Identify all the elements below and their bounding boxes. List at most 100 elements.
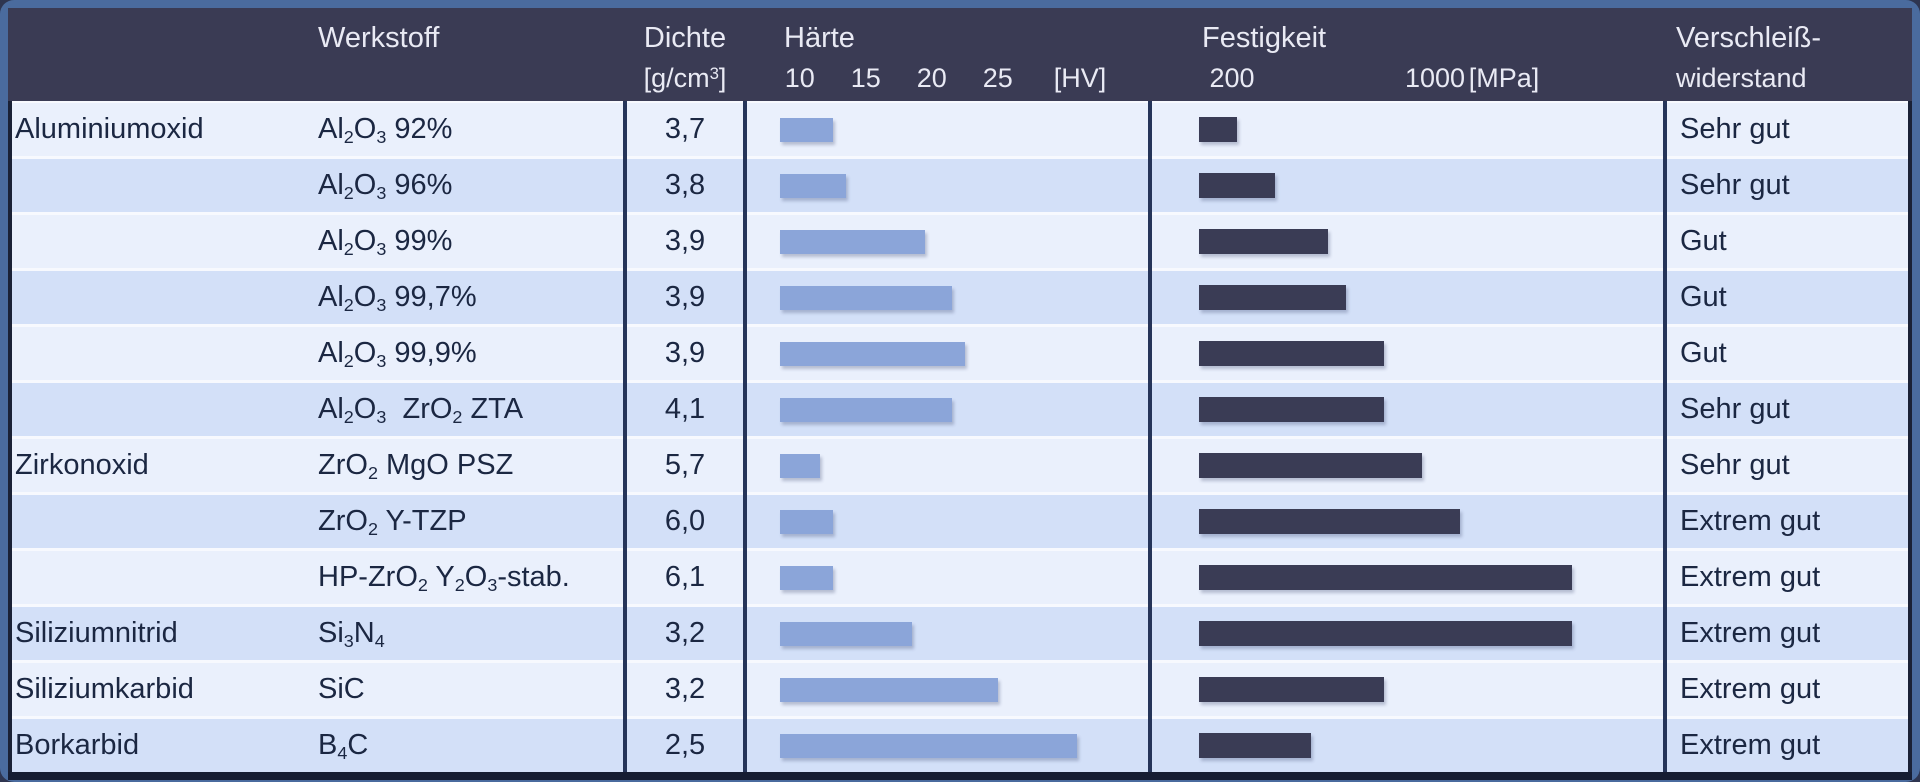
hardness-bar	[780, 117, 833, 142]
hardness-bar	[780, 733, 1077, 758]
material-group-label	[15, 551, 305, 604]
density-value: 5,7	[664, 449, 706, 481]
hardness-bar-track	[780, 271, 1148, 324]
formula-subscript: 2	[454, 575, 465, 596]
formula-text: ZrO	[386, 393, 453, 425]
strength-bar-track	[1199, 719, 1664, 772]
material-group-label	[15, 327, 305, 380]
formula-text: B	[318, 729, 338, 761]
formula-text: 99,9%	[386, 337, 477, 369]
column-divider-werkstoff-dichte	[623, 101, 627, 772]
formula-text: O	[353, 281, 377, 313]
column-header-werkstoff: Werkstoff	[318, 22, 440, 54]
wear-resistance-value: Sehr gut	[1680, 113, 1790, 145]
haerte-tick-label: 25	[982, 63, 1013, 93]
formula-subscript: 4	[337, 743, 348, 764]
strength-bar	[1199, 677, 1384, 702]
formula-text: 92%	[386, 113, 453, 145]
hardness-bar-track	[780, 439, 1148, 492]
formula-subscript: 2	[452, 407, 463, 428]
column-divider-dichte-haerte	[743, 101, 747, 772]
wear-resistance-value: Gut	[1680, 225, 1727, 257]
material-formula: Al2O3 ZrO2 ZTA	[318, 383, 618, 436]
dichte-unit-superscript: 3	[709, 64, 719, 84]
material-group-label: Aluminiumoxid	[15, 113, 204, 145]
hardness-bar	[780, 229, 925, 254]
formula-text: Y	[427, 561, 455, 593]
table-row: Al2O3 99,9% 3,9 Gut	[8, 327, 1912, 380]
material-formula: Al2O3 96%	[318, 159, 618, 212]
formula-text: O	[353, 225, 377, 257]
material-group-label	[15, 271, 305, 324]
formula-text: 96%	[386, 169, 453, 201]
table-row: HP-ZrO2 Y2O3-stab. 6,1 Extrem gut	[8, 551, 1912, 604]
strength-bar-track	[1199, 663, 1664, 716]
table-body: Borkarbid B4C 2,5 Extrem gut Siliziumkarbid S…	[8, 101, 1912, 772]
table-row: Zirkonoxid ZrO2 MgO PSZ 5,7 Sehr gut	[8, 439, 1912, 492]
material-group-label	[15, 159, 305, 212]
wear-resistance-value: Extrem gut	[1680, 561, 1821, 593]
haerte-unit-label: [HV]	[1053, 63, 1107, 93]
wear-resistance-value: Extrem gut	[1680, 673, 1821, 705]
formula-subscript: 2	[343, 239, 354, 260]
formula-text: O	[353, 113, 377, 145]
formula-subscript: 3	[487, 575, 498, 596]
hardness-bar-track	[780, 663, 1148, 716]
table-row: Borkarbid B4C 2,5 Extrem gut	[8, 719, 1912, 772]
dichte-unit-label: [g/cm3]	[643, 63, 727, 93]
table-row: Siliziumkarbid SiC 3,2 Extrem gut	[8, 663, 1912, 716]
density-value: 2,5	[664, 729, 706, 761]
hardness-bar	[780, 509, 833, 534]
column-header-dichte: Dichte	[643, 22, 727, 54]
hardness-bar	[780, 453, 820, 478]
formula-text: HP-ZrO	[318, 561, 418, 593]
formula-subscript: 2	[343, 183, 354, 204]
strength-bar-track	[1199, 607, 1664, 660]
festigkeit-tick-label: 200	[1209, 63, 1255, 93]
material-formula: SiC	[318, 663, 618, 716]
wear-resistance-value: Gut	[1680, 337, 1727, 369]
column-divider-haerte-festigkeit	[1148, 101, 1152, 772]
strength-bar-track	[1199, 271, 1664, 324]
hardness-bar-track	[780, 215, 1148, 268]
formula-text: O	[353, 393, 377, 425]
formula-text: ZrO	[318, 505, 368, 537]
strength-bar-track	[1199, 383, 1664, 436]
density-value: 3,9	[664, 225, 706, 257]
formula-subscript: 2	[343, 351, 354, 372]
haerte-tick-label: 15	[850, 63, 881, 93]
density-value: 3,2	[664, 617, 706, 649]
hardness-bar-track	[780, 383, 1148, 436]
strength-bar	[1199, 397, 1384, 422]
festigkeit-axis-ticks: 200 1000 [MPa]	[8, 58, 1912, 98]
table-bottom-border	[8, 772, 1912, 780]
formula-subscript: 2	[417, 575, 428, 596]
hardness-bar	[780, 173, 846, 198]
haerte-tick-label: 10	[784, 63, 815, 93]
material-formula: ZrO2 Y-TZP	[318, 495, 618, 548]
wear-resistance-value: Sehr gut	[1680, 449, 1790, 481]
strength-bar-track	[1199, 495, 1664, 548]
strength-bar	[1199, 229, 1328, 254]
table-row: Al2O3 ZrO2 ZTA 4,1 Sehr gut	[8, 383, 1912, 436]
strength-bar-track	[1199, 159, 1664, 212]
strength-bar-track	[1199, 439, 1664, 492]
formula-text: Y-TZP	[377, 505, 467, 537]
formula-text: Al	[318, 281, 344, 313]
hardness-bar	[780, 341, 965, 366]
hardness-bar	[780, 677, 998, 702]
material-group-label: Siliziumnitrid	[15, 617, 178, 649]
material-group-label	[15, 495, 305, 548]
material-formula: Al2O3 99,9%	[318, 327, 618, 380]
wear-resistance-value: Sehr gut	[1680, 169, 1790, 201]
material-formula: B4C	[318, 719, 618, 772]
strength-bar	[1199, 565, 1572, 590]
formula-text: N	[353, 617, 375, 649]
density-value: 3,2	[664, 673, 706, 705]
strength-bar-track	[1199, 103, 1664, 156]
wear-resistance-value: Gut	[1680, 281, 1727, 313]
formula-subscript: 3	[343, 631, 354, 652]
table-row: Al2O3 99% 3,9 Gut	[8, 215, 1912, 268]
formula-subscript: 4	[374, 631, 385, 652]
formula-subscript: 3	[376, 295, 387, 316]
